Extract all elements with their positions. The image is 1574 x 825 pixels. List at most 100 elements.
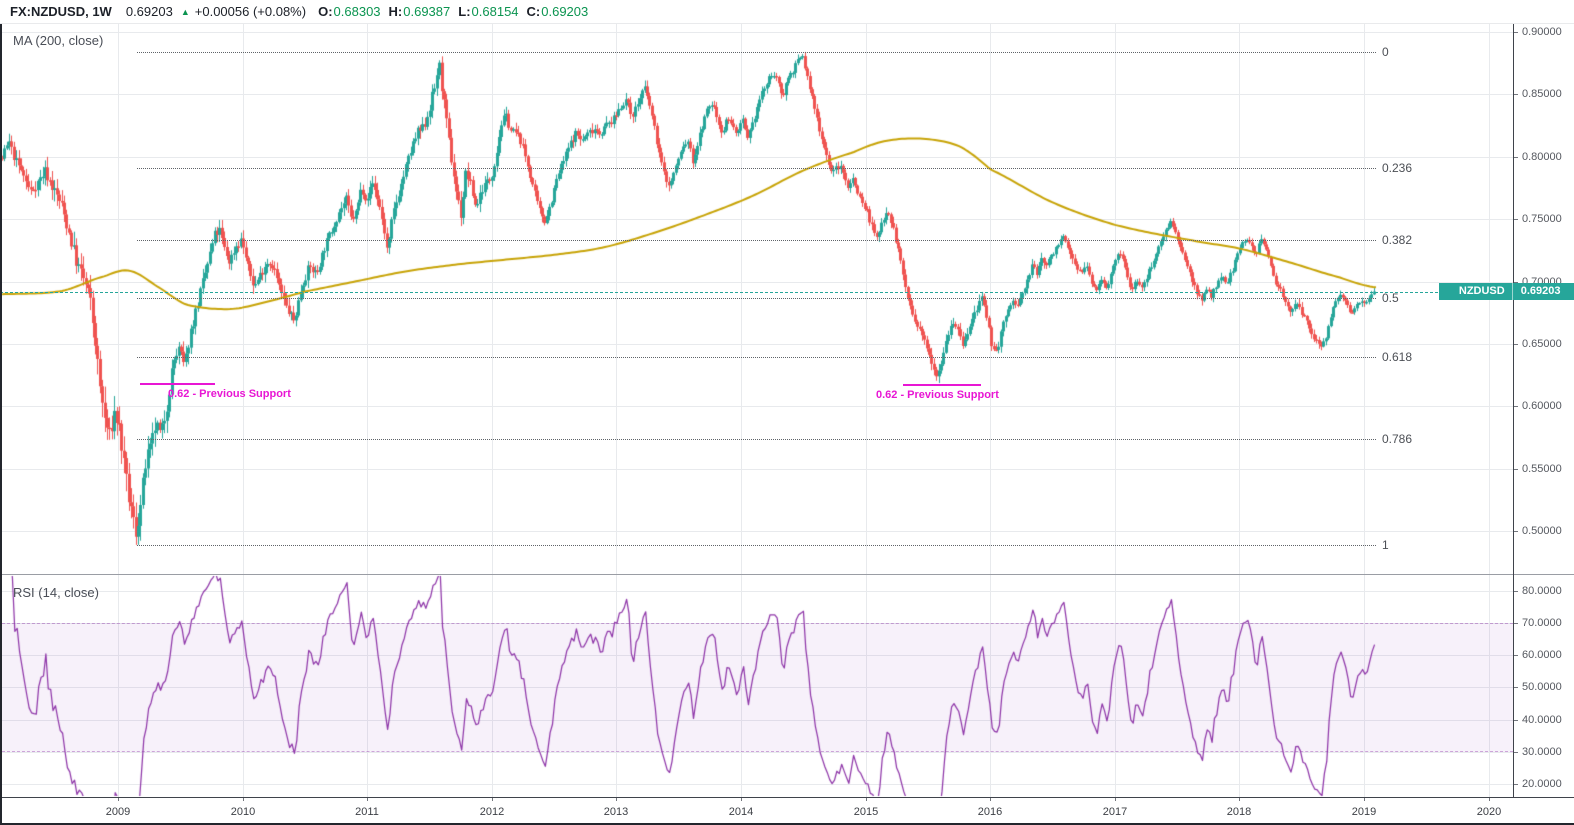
price-tick-label: 0.90000 bbox=[1522, 26, 1562, 38]
year-tick-mark bbox=[1239, 797, 1240, 801]
price-tick-mark bbox=[1513, 531, 1518, 533]
fib-line-0.5 bbox=[137, 298, 1376, 299]
year-label-2009: 2009 bbox=[105, 806, 131, 818]
price-axis-border bbox=[1513, 24, 1514, 797]
rsi-tick-label: 30.0000 bbox=[1522, 745, 1562, 758]
price-tick-mark bbox=[1513, 94, 1518, 96]
low-label: L: bbox=[458, 4, 471, 19]
fib-label-0.786: 0.786 bbox=[1382, 432, 1413, 446]
price-tick-label: 0.65000 bbox=[1522, 338, 1562, 350]
last-price-line bbox=[0, 292, 1513, 293]
high-label: H: bbox=[388, 4, 403, 19]
fib-line-0.236 bbox=[137, 168, 1376, 169]
window-bottom-edge bbox=[0, 823, 1574, 825]
year-tick-mark bbox=[866, 797, 867, 801]
year-label-2010: 2010 bbox=[230, 806, 256, 818]
price-tick-label: 0.50000 bbox=[1522, 525, 1562, 538]
price-tick-label: 0.85000 bbox=[1522, 88, 1562, 101]
close-label: C: bbox=[526, 4, 541, 19]
price-tick-mark bbox=[1513, 344, 1518, 345]
rsi-tick-mark bbox=[1513, 655, 1518, 657]
window-left-edge bbox=[0, 0, 2, 825]
year-tick-mark bbox=[367, 797, 368, 801]
rsi-tick-label: 80.0000 bbox=[1522, 584, 1562, 597]
price-tick-mark bbox=[1513, 219, 1518, 221]
low-value: 0.68154 bbox=[471, 4, 519, 19]
fib-label-1: 1 bbox=[1382, 538, 1389, 552]
price-tick-label: 0.55000 bbox=[1522, 462, 1562, 475]
rsi-tick-label: 50.0000 bbox=[1522, 681, 1562, 694]
rsi-indicator-title[interactable]: RSI (14, close) bbox=[13, 585, 99, 600]
last-price-tag-symbol: NZDUSD bbox=[1458, 285, 1505, 297]
fib-label-0.618: 0.618 bbox=[1382, 350, 1413, 364]
year-tick-mark bbox=[1115, 797, 1116, 801]
time-scale[interactable]: 2009 2010 2011 2012 2013 2014 2015 2016 2017 2018… bbox=[0, 797, 1574, 825]
high-value: 0.69387 bbox=[403, 4, 451, 19]
open-value: 0.68303 bbox=[333, 4, 381, 19]
year-label-2019: 2019 bbox=[1351, 806, 1377, 818]
year-label-2014: 2014 bbox=[728, 806, 754, 818]
fib-label-0.382: 0.382 bbox=[1382, 233, 1413, 247]
year-label-2012: 2012 bbox=[479, 806, 505, 818]
year-tick-mark bbox=[1364, 797, 1365, 801]
rsi-tick-label: 40.0000 bbox=[1522, 713, 1562, 726]
price-tick-label: 0.75000 bbox=[1522, 213, 1562, 226]
pane-separator[interactable] bbox=[0, 574, 1574, 575]
year-label-2020: 2020 bbox=[1476, 806, 1502, 818]
fib-label-0.236: 0.236 bbox=[1382, 161, 1413, 175]
price-tick-label: 0.80000 bbox=[1522, 150, 1562, 163]
time-axis-border bbox=[0, 797, 1574, 798]
fib-line-0.382 bbox=[137, 240, 1376, 241]
up-arrow-icon: ▲ bbox=[180, 6, 190, 17]
price-tick-mark bbox=[1513, 468, 1518, 470]
price-tick-mark bbox=[1513, 32, 1518, 33]
year-tick-mark bbox=[1489, 797, 1490, 801]
open-label: O: bbox=[318, 4, 333, 19]
fib-label-0.5: 0.5 bbox=[1382, 291, 1399, 305]
year-tick-mark bbox=[243, 797, 244, 801]
rsi-tick-mark bbox=[1513, 751, 1518, 753]
price-tick-mark bbox=[1513, 281, 1518, 283]
year-tick-mark bbox=[741, 797, 742, 801]
last-price-value: 0.69203 bbox=[125, 4, 173, 19]
rsi-tick-mark bbox=[1513, 590, 1518, 592]
rsi-tick-mark bbox=[1513, 719, 1518, 721]
support-label-1[interactable]: 0.62 - Previous Support bbox=[168, 388, 291, 400]
support-line-1[interactable] bbox=[140, 383, 215, 385]
fib-line-0.618 bbox=[137, 357, 1376, 358]
rsi-tick-label: 60.0000 bbox=[1522, 649, 1562, 662]
year-label-2011: 2011 bbox=[355, 806, 379, 818]
year-label-2013: 2013 bbox=[603, 806, 629, 818]
price-scale[interactable]: 0.90000 0.85000 0.80000 0.75000 0.70000 0.650… bbox=[1513, 24, 1574, 797]
fib-line-1 bbox=[137, 545, 1376, 546]
year-label-2015: 2015 bbox=[853, 806, 879, 818]
price-tick-mark bbox=[1513, 156, 1518, 158]
support-line-2[interactable] bbox=[903, 384, 981, 386]
support-label-2[interactable]: 0.62 - Previous Support bbox=[876, 389, 999, 401]
rsi-tick-label: 20.0000 bbox=[1522, 778, 1562, 790]
rsi-tick-mark bbox=[1513, 687, 1518, 689]
fib-line-0 bbox=[137, 52, 1376, 53]
year-tick-mark bbox=[492, 797, 493, 801]
price-change: +0.00056 (+0.08%) bbox=[194, 4, 307, 19]
price-tick-mark bbox=[1513, 406, 1518, 408]
ma-indicator-title[interactable]: MA (200, close) bbox=[13, 33, 104, 48]
fib-label-0: 0 bbox=[1382, 45, 1389, 59]
year-tick-mark bbox=[990, 797, 991, 801]
rsi-tick-label: 70.0000 bbox=[1522, 617, 1562, 629]
rsi-tick-mark bbox=[1513, 623, 1518, 624]
symbol-title[interactable]: FX:NZDUSD, 1W bbox=[10, 4, 112, 19]
symbol-info-bar: FX:NZDUSD, 1W 0.69203 ▲ +0.00056 (+0.08%… bbox=[0, 0, 1574, 24]
fib-line-0.786 bbox=[137, 439, 1376, 440]
year-tick-mark bbox=[118, 797, 119, 801]
last-price-tag-value: 0.69203 bbox=[1511, 283, 1574, 300]
year-label-2016: 2016 bbox=[977, 806, 1003, 818]
year-tick-mark bbox=[616, 797, 617, 801]
year-label-2018: 2018 bbox=[1226, 806, 1252, 818]
close-value: 0.69203 bbox=[541, 4, 589, 19]
rsi-tick-mark bbox=[1513, 784, 1518, 785]
year-label-2017: 2017 bbox=[1102, 806, 1128, 818]
price-tick-label: 0.60000 bbox=[1522, 400, 1562, 413]
last-price-tag: NZDUSD 0.69203 bbox=[1439, 283, 1574, 300]
